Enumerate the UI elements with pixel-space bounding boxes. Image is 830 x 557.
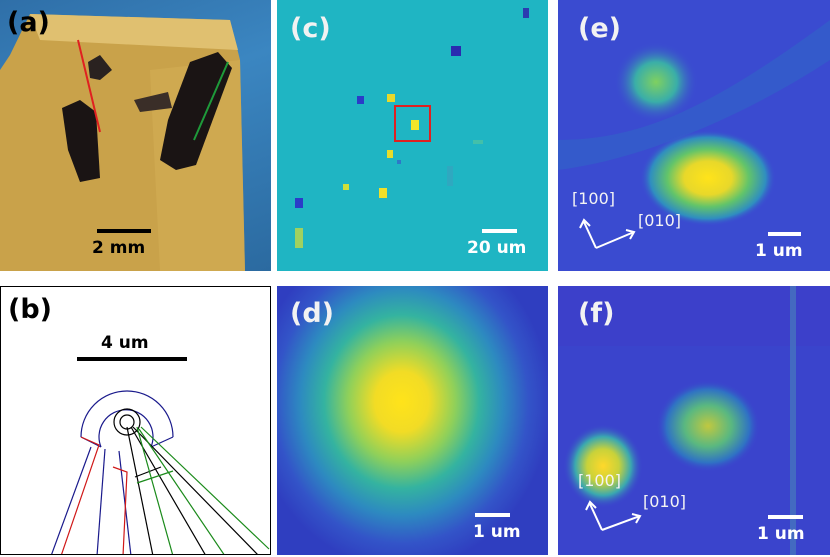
panel-d-scale-label: 1 um [473,522,521,542]
panel-f-label: (f) [578,298,615,329]
panel-f-scale-label: 1 um [757,524,805,544]
wide-map [295,8,529,248]
panel-e-label: (e) [578,13,621,44]
green-edge-line [193,61,229,141]
sample-right [160,52,232,170]
small-flake [88,55,112,80]
outer-arc [80,390,174,438]
sample-photo [0,14,245,271]
small-flake-2 [134,92,172,112]
sample-left [62,100,100,182]
panel-c-scale-label: 20 um [467,238,527,258]
panel-b-label: (b) [8,294,53,325]
panel-f-axis-010: [010] [643,492,687,511]
panel-d-label: (d) [290,298,335,329]
panel-e-axis-010: [010] [638,211,682,230]
panel-a-label: (a) [7,7,50,38]
panel-e-axes-arrows [579,218,636,249]
panel-c-label: (c) [290,13,331,44]
panel-a-scale-bar [97,229,151,233]
highlight-box [394,105,431,142]
panel-e-scale-label: 1 um [755,241,803,261]
panel-f-axes-arrows [585,500,642,531]
red-edge-line [77,39,101,133]
mid-arc [98,409,154,448]
panel-e-map: (e) [100] [010] 1 um [558,0,830,271]
panel-e-scale-bar [768,232,801,236]
panel-f-axis-100: [100] [578,471,622,490]
panel-b-scale-bar [77,357,187,361]
panel-d-map: (d) 1 um [277,286,548,555]
panel-f-map: (f) [100] [010] 1 um [558,286,830,555]
panel-a-scale-label: 2 mm [92,238,146,258]
panel-c-map: (c) 20 um [277,0,548,271]
panel-e-axis-100: [100] [572,189,616,208]
panel-c-scale-bar [482,229,517,233]
panel-a-photo: (a) 2 mm [0,0,271,271]
panel-f-scale-bar [768,515,803,519]
map-f [558,286,830,555]
contact-diagram [51,390,270,554]
map-e [558,0,830,271]
panel-b-scale-label: 4 um [101,333,149,353]
panel-b-diagram: (b) 4 um [0,286,271,555]
panel-d-scale-bar [475,513,510,517]
